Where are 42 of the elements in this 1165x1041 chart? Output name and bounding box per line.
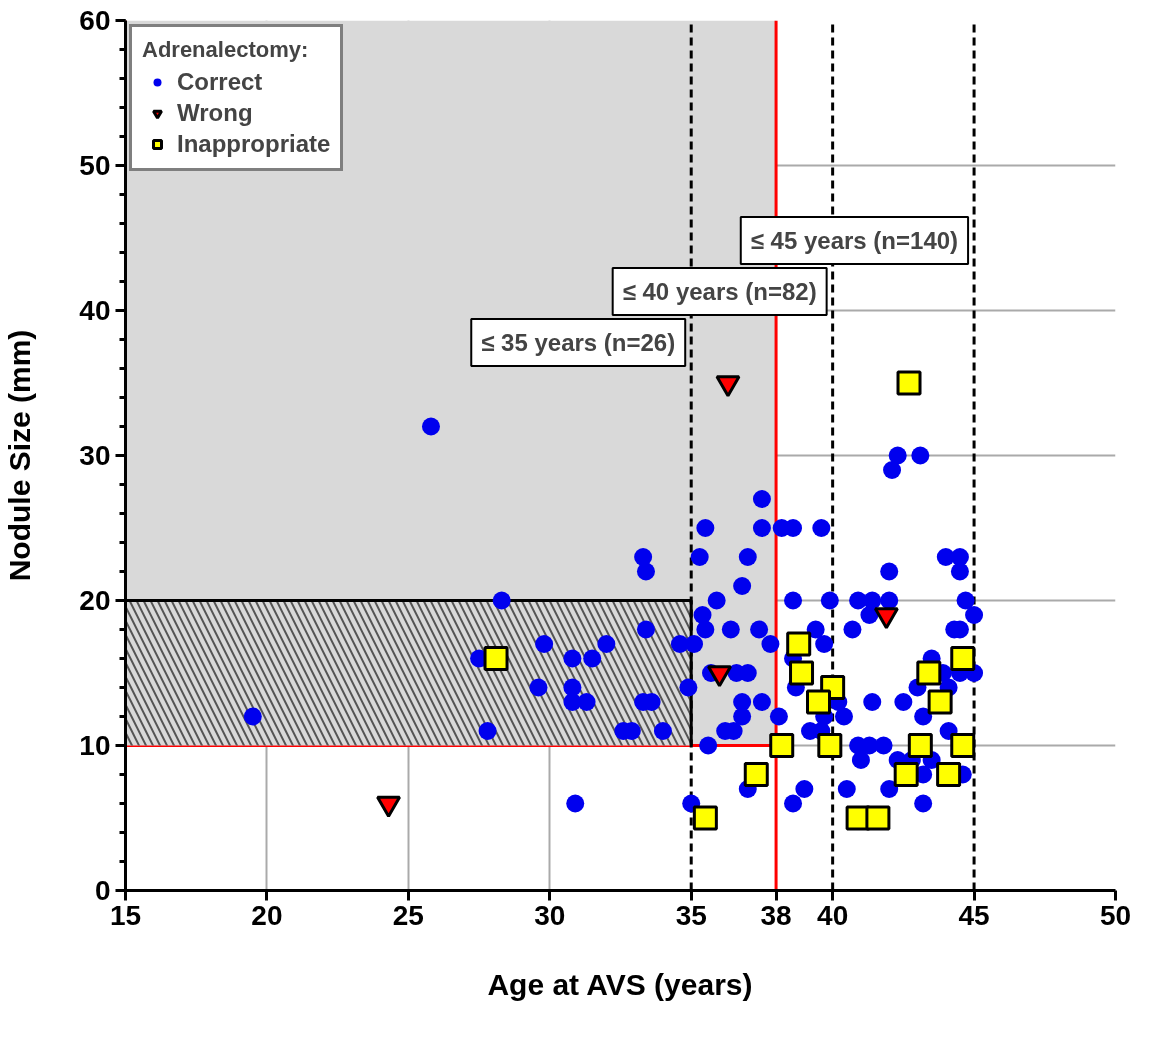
point [865, 805, 891, 831]
legend-title: Adrenalectomy: [142, 37, 310, 63]
x-tick-label: 30 [534, 899, 566, 931]
x-tick-label: 45 [958, 899, 990, 931]
y-tick-label: 0 [94, 875, 111, 906]
y-tick-label: 50 [79, 150, 111, 181]
point [936, 762, 962, 787]
point [950, 733, 976, 758]
point [692, 805, 718, 831]
legend-label: Wrong [177, 99, 253, 127]
point [893, 762, 919, 787]
point [907, 733, 933, 758]
point [916, 660, 942, 686]
y-axis-title: Nodule Size (mm) [3, 329, 37, 582]
point [896, 370, 922, 396]
x-tick-label: 40 [817, 899, 849, 931]
x-tick-label: 50 [1099, 899, 1132, 931]
point [483, 646, 509, 671]
y-tick-label: 20 [79, 585, 111, 616]
x-tick-label: 25 [392, 899, 424, 931]
legend-label: Correct [177, 68, 263, 96]
point [950, 646, 976, 671]
point [806, 689, 831, 715]
x-tick-label: 38 [760, 899, 792, 931]
legend-label: Inappropriate [177, 130, 331, 158]
y-tick-label: 30 [79, 440, 111, 471]
point [817, 733, 843, 758]
y-tick-label: 60 [79, 5, 111, 36]
x-axis-title: Age at AVS (years) [487, 967, 753, 1001]
ref-line-label: ≤ 40 years (n=82) [622, 278, 817, 306]
point [743, 762, 769, 787]
point [786, 631, 812, 657]
y-tick-label: 10 [79, 730, 111, 761]
ref-line-label: ≤ 35 years (n=26) [481, 328, 676, 356]
point [927, 689, 953, 715]
point [789, 660, 815, 686]
x-tick-label: 20 [251, 899, 283, 931]
x-tick-label: 15 [109, 899, 142, 931]
ref-line-label: ≤ 45 years (n=140) [750, 227, 959, 255]
y-tick-label: 40 [79, 295, 111, 326]
x-tick-label: 35 [675, 899, 707, 931]
point [769, 733, 795, 758]
